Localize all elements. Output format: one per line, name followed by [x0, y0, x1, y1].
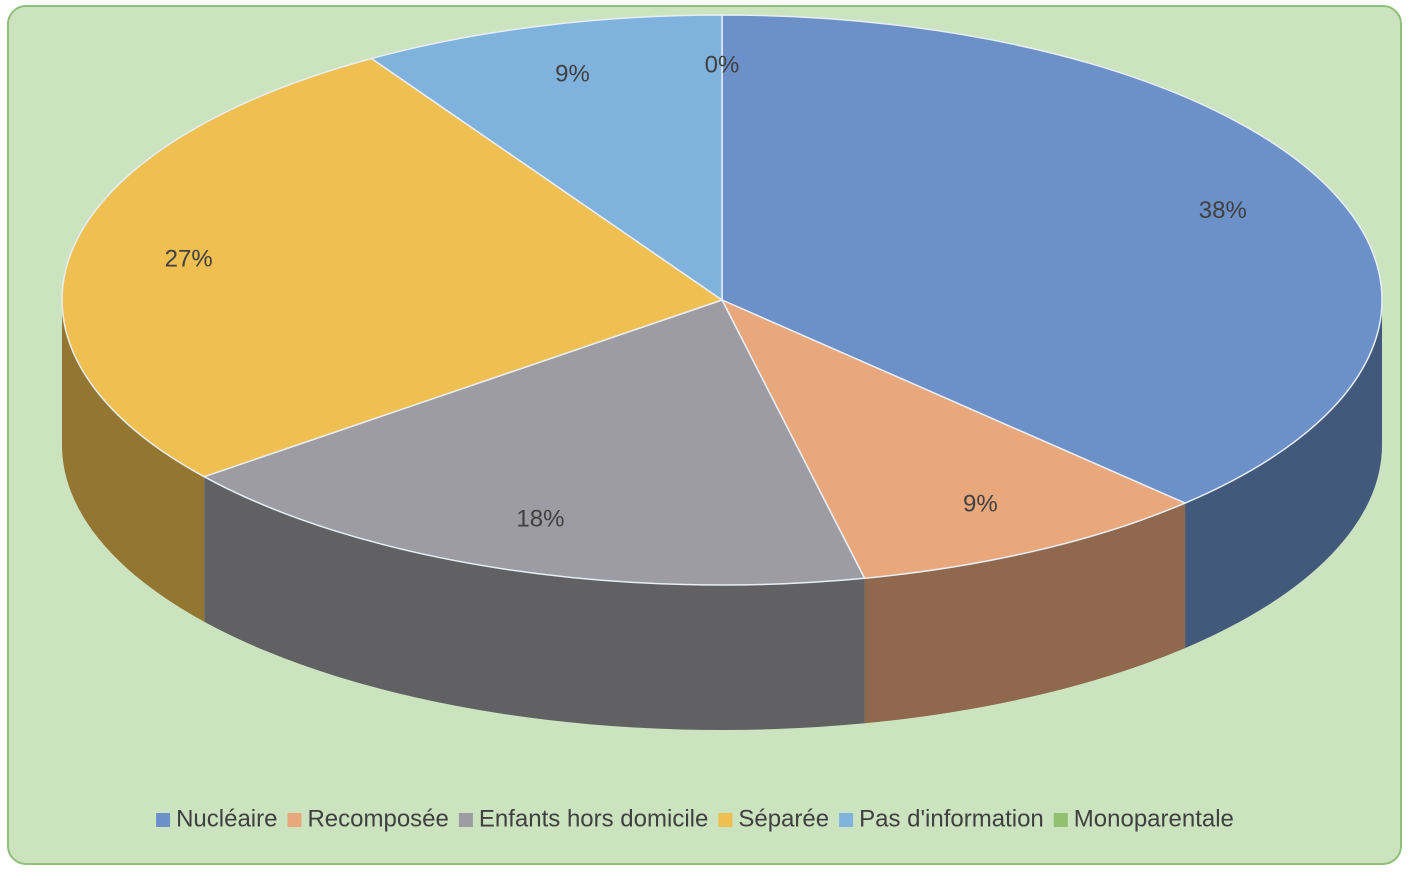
- pie-side: [864, 503, 1186, 724]
- legend-label: Séparée: [738, 805, 829, 832]
- legend-swatch: [287, 813, 302, 827]
- legend-swatch: [839, 813, 854, 827]
- legend-item: Enfants hors domicile: [458, 805, 708, 832]
- pie-slice: [720, 298, 1187, 580]
- data-label: 38%: [1199, 197, 1247, 224]
- legend-item: Séparée: [718, 805, 829, 832]
- pie-slice: [61, 57, 724, 478]
- pie-slice: [369, 14, 723, 302]
- legend-item: Recomposée: [287, 805, 449, 832]
- legend-item: Pas d'information: [839, 805, 1044, 832]
- legend-label: Recomposée: [307, 805, 448, 832]
- pie-side: [204, 476, 865, 730]
- pie-slice: [202, 299, 866, 586]
- pie-slice: [721, 14, 1383, 504]
- pie: [61, 14, 1383, 730]
- data-labels: 38% 9% 18% 27% 9% 0%: [165, 52, 1247, 533]
- legend-swatch: [718, 813, 733, 827]
- data-label: 27%: [165, 246, 213, 273]
- data-label: 9%: [963, 491, 998, 518]
- pie-side: [62, 300, 205, 622]
- legend-label: Enfants hors domicile: [479, 805, 708, 832]
- legend-label: Monoparentale: [1074, 805, 1234, 832]
- legend-label: Pas d'information: [859, 805, 1044, 832]
- legend-swatch: [458, 813, 473, 827]
- legend-item: Monoparentale: [1053, 805, 1234, 832]
- legend-swatch: [1053, 813, 1068, 827]
- data-label: 9%: [555, 61, 590, 88]
- data-label: 18%: [516, 505, 564, 532]
- data-label: 0%: [705, 52, 740, 79]
- legend-label: Nucléaire: [176, 805, 277, 832]
- pie-side: [1185, 300, 1382, 649]
- legend-swatch: [156, 813, 171, 827]
- legend-item: Nucléaire: [156, 805, 277, 832]
- legend: Nucléaire Recomposée Enfants hors domicile…: [156, 805, 1234, 832]
